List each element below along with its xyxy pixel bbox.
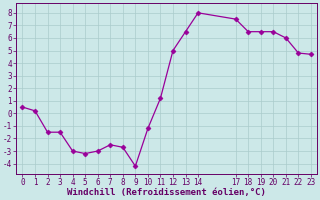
X-axis label: Windchill (Refroidissement éolien,°C): Windchill (Refroidissement éolien,°C) xyxy=(67,188,266,197)
